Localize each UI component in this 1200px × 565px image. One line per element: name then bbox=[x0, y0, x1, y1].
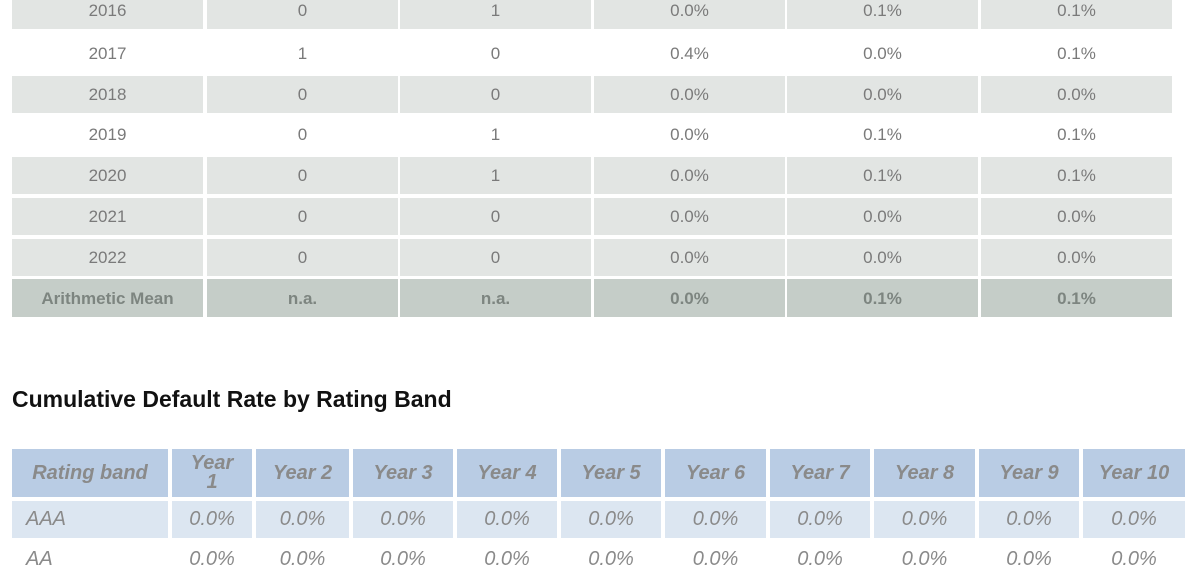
footer-cell: Arithmetic Mean bbox=[12, 279, 203, 317]
footer-cell: 0.1% bbox=[787, 279, 978, 317]
table-cell: 2020 bbox=[12, 157, 203, 194]
table-cell: 0.0% bbox=[457, 501, 557, 538]
table-cell: 0.0% bbox=[256, 541, 349, 565]
table-cell: 0.0% bbox=[981, 239, 1172, 276]
header-cell: Year 8 bbox=[874, 449, 975, 497]
table-cell: 0 bbox=[207, 76, 398, 113]
table-cell: 0.1% bbox=[981, 157, 1172, 194]
header-cell: Year 10 bbox=[1083, 449, 1185, 497]
table-cell: 0.1% bbox=[787, 157, 978, 194]
table-cell: 2019 bbox=[12, 116, 203, 153]
header-cell: Year 1 bbox=[172, 449, 252, 497]
table-cell: 0 bbox=[207, 0, 398, 29]
table-cell: 0.1% bbox=[787, 116, 978, 153]
table-cell: 0.0% bbox=[594, 116, 785, 153]
table-cell: 0.0% bbox=[979, 541, 1079, 565]
table-cell: 1 bbox=[400, 116, 591, 153]
table-cell: 0.1% bbox=[981, 0, 1172, 29]
header-cell: Year 9 bbox=[979, 449, 1079, 497]
table-cell: 0.0% bbox=[787, 198, 978, 235]
table-cell: 0.0% bbox=[981, 76, 1172, 113]
footer-cell: 0.1% bbox=[981, 279, 1172, 317]
table-cell: 1 bbox=[207, 35, 398, 72]
table-cell: 0.0% bbox=[770, 541, 870, 565]
footer-cell: n.a. bbox=[400, 279, 591, 317]
table-cell: 0.0% bbox=[594, 0, 785, 29]
header-cell: Rating band bbox=[12, 449, 168, 497]
header-cell: Year 6 bbox=[665, 449, 766, 497]
table-cell: 0.0% bbox=[353, 501, 453, 538]
table-cell: 0.0% bbox=[787, 76, 978, 113]
table-cell: 0.0% bbox=[874, 541, 975, 565]
table-cell: 0 bbox=[207, 116, 398, 153]
table-cell: 2021 bbox=[12, 198, 203, 235]
table-cell: AAA bbox=[12, 501, 168, 538]
header-cell: Year 5 bbox=[561, 449, 661, 497]
table-cell: 0 bbox=[207, 198, 398, 235]
table-cell: 2022 bbox=[12, 239, 203, 276]
table-cell: 0.0% bbox=[561, 501, 661, 538]
table-cell: 0 bbox=[207, 157, 398, 194]
table-cell: 2018 bbox=[12, 76, 203, 113]
table-cell: 0.0% bbox=[665, 541, 766, 565]
table-cell: 0.0% bbox=[1083, 501, 1185, 538]
table-cell: 0.1% bbox=[787, 0, 978, 29]
header-cell: Year 3 bbox=[353, 449, 453, 497]
table-cell: 0.0% bbox=[874, 501, 975, 538]
table-cell: 0.0% bbox=[981, 198, 1172, 235]
table-cell: 0.0% bbox=[353, 541, 453, 565]
table-cell: 0.0% bbox=[172, 501, 252, 538]
footer-cell: 0.0% bbox=[594, 279, 785, 317]
table-cell: 2016 bbox=[12, 0, 203, 29]
table-cell: 0.0% bbox=[594, 76, 785, 113]
table-cell: 0 bbox=[207, 239, 398, 276]
table-cell: 1 bbox=[400, 0, 591, 29]
section-heading: Cumulative Default Rate by Rating Band bbox=[12, 386, 452, 412]
table-cell: 0.1% bbox=[981, 116, 1172, 153]
table-cell: 0.0% bbox=[594, 198, 785, 235]
table-cell: 0.0% bbox=[665, 501, 766, 538]
table-cell: 0.0% bbox=[770, 501, 870, 538]
table-cell: 0.0% bbox=[594, 157, 785, 194]
table-cell: 0 bbox=[400, 198, 591, 235]
table-cell: AA bbox=[12, 541, 168, 565]
table-cell: 0.0% bbox=[594, 239, 785, 276]
header-cell: Year 4 bbox=[457, 449, 557, 497]
table-cell: 2017 bbox=[12, 35, 203, 72]
table-cell: 0.0% bbox=[1083, 541, 1185, 565]
table-cell: 0.1% bbox=[981, 35, 1172, 72]
table-cell: 0.0% bbox=[979, 501, 1079, 538]
table-cell: 0.0% bbox=[787, 239, 978, 276]
table-cell: 0 bbox=[400, 35, 591, 72]
table-cell: 1 bbox=[400, 157, 591, 194]
table-cell: 0.0% bbox=[256, 501, 349, 538]
table-cell: 0.0% bbox=[787, 35, 978, 72]
footer-cell: n.a. bbox=[207, 279, 398, 317]
header-cell: Year 7 bbox=[770, 449, 870, 497]
table-cell: 0.0% bbox=[561, 541, 661, 565]
table-cell: 0.0% bbox=[457, 541, 557, 565]
table-cell: 0.0% bbox=[172, 541, 252, 565]
header-cell: Year 2 bbox=[256, 449, 349, 497]
table-cell: 0.4% bbox=[594, 35, 785, 72]
table-cell: 0 bbox=[400, 239, 591, 276]
table-cell: 0 bbox=[400, 76, 591, 113]
